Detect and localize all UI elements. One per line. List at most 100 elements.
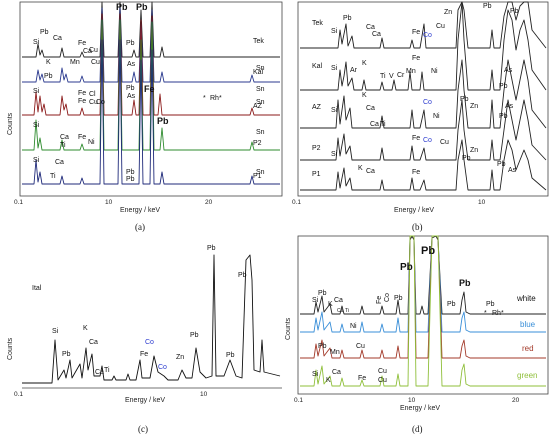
panel-a-peak-as: As <box>127 93 136 100</box>
panel-d-peak-rh: Rh* <box>492 310 504 317</box>
panel-d-series-red: red <box>522 344 534 353</box>
panel-a-xlabel: Energy / keV <box>120 207 160 214</box>
panel-d-peak-ti: Ti <box>345 308 349 314</box>
panel-c-peak-ca: Ca <box>95 369 104 376</box>
panel-a-peak-pb: Pb <box>44 73 53 80</box>
panel-d-peak-co: Co <box>384 293 391 302</box>
panel-b-peak-co: Co <box>423 99 432 106</box>
panel-d-peak-k: K <box>328 301 333 308</box>
panel-b-trace-az <box>300 59 547 129</box>
panel-d-peak-pb: Pb <box>459 278 471 288</box>
panel-d-peak-si: Si <box>312 371 319 378</box>
panel-b-peak-ca: Ca <box>370 121 379 128</box>
panel-a-peak-sn: Sn <box>256 86 265 93</box>
panel-a-series-p1: P1 <box>253 173 262 180</box>
panel-d-peak-fe-co: Fe <box>376 296 383 304</box>
panel-b-peak-as: As <box>505 103 514 110</box>
panel-d-peak-pb: Pb <box>421 245 435 257</box>
panel-d-peak-pb: Pb <box>486 301 495 308</box>
panel-b-peak-mn: Mn <box>406 68 416 75</box>
panel-a-peak-cu: Cu <box>89 47 98 54</box>
panel-b-series-p1: P1 <box>312 171 321 178</box>
panel-c-caption: (c) <box>138 424 148 434</box>
panel-b-peak-si: Si <box>331 107 338 114</box>
panel-b-peak-ca: Ca <box>366 105 375 112</box>
panel-d-peak-pb: Pb <box>400 262 413 273</box>
panel-a-peak-pb: Pb <box>126 85 135 92</box>
panel-b-peak-co: Co <box>423 137 432 144</box>
panel-b-peak-pb: Pb <box>460 96 469 103</box>
panel-d-trace-red <box>300 235 546 359</box>
panel-b-xlabel: Energy / keV <box>394 207 434 214</box>
panel-b-peak-cu: Cu <box>436 23 445 30</box>
panel-a-series-az: AZ <box>253 103 263 110</box>
panel-b-peak-k: K <box>358 165 363 172</box>
panel-d-tick-1: 10 <box>408 397 416 404</box>
panel-b-series-p2: P2 <box>312 145 321 152</box>
panel-b-trace-p2 <box>300 99 547 161</box>
panel-d-trace-blue <box>300 235 546 333</box>
panel-b-peak-ni: Ni <box>433 113 440 120</box>
panel-a-peak-sn: Sn <box>256 129 265 136</box>
panel-b-peak-pb: Pb <box>483 3 492 10</box>
panel-c-peak-ti: Ti <box>104 367 110 374</box>
panel-a-peak-pb: Pb <box>136 2 148 12</box>
panel-d-peak-pb: Pb <box>318 290 327 297</box>
panel-c-peak-si: Si <box>52 328 59 335</box>
panel-c-peak-pb: Pb <box>207 245 216 252</box>
panel-d-peak-mn: Mn <box>330 349 340 356</box>
panel-b-peak-pb: Pb <box>499 113 508 120</box>
panel-a-peak-pb: Pb <box>116 2 128 12</box>
panel-b-peak-zn: Zn <box>470 147 478 154</box>
panel-d-peak-pb: Pb <box>447 301 456 308</box>
panel-a-tick-2: 20 <box>205 199 213 206</box>
panel-b-peak-si: Si <box>331 28 338 35</box>
panel-d-frame <box>297 235 549 395</box>
panel-a-peak-ca: Ca <box>60 134 69 141</box>
panel-b-peak-as: As <box>504 67 513 74</box>
panel-a-peak-fe: Fe <box>144 84 155 94</box>
panel-a-peak-ca: Ca <box>55 159 64 166</box>
panel-c-trace-ital <box>22 254 281 384</box>
panel-a-trace-az <box>22 13 280 116</box>
panel-d-peak-si: Si <box>312 297 319 304</box>
panel-b-peak-fe: Fe <box>412 169 420 176</box>
panel-c-peak-ca: Ca <box>89 339 98 346</box>
panel-c-peak-k: K <box>83 325 88 332</box>
panel-b-trace-tek <box>300 1 547 49</box>
panel-c-ylabel: Counts <box>7 337 14 360</box>
panel-a-peak-sn: Sn <box>256 169 265 176</box>
panel-b-peak-pb: Pb <box>343 15 352 22</box>
panel-a-peak-fe: Fe <box>78 98 86 105</box>
panel-b-peak-ti: Ti <box>380 121 386 128</box>
panel-a-peak-as: As <box>127 61 136 68</box>
panel-a-trace-p2 <box>22 19 280 151</box>
panel-b-peak-ar: Ar <box>350 67 358 74</box>
panel-a-peak-si: Si <box>33 88 40 95</box>
panel-d-peak-cu: Cu <box>356 343 365 350</box>
panel-d-series-blue: blue <box>520 320 536 329</box>
panel-b-series-kal: Kal <box>312 63 323 70</box>
panel-b-trace-kal <box>300 1 547 91</box>
panel-a-peak-co: Co <box>96 99 105 106</box>
panel-b-peak-ca: Ca <box>372 31 381 38</box>
panel-c-peak-pb: Pb <box>226 352 235 359</box>
panel-b-peak-ca: Ca <box>366 24 375 31</box>
panel-b-peak-fe: Fe <box>412 29 420 36</box>
panel-a-series-kal: Kal <box>253 69 264 76</box>
panel-b-peak-pb: Pb <box>462 155 471 162</box>
panel-d-series-white: white <box>516 294 536 303</box>
panel-a-peak-pb: Pb <box>126 169 135 176</box>
panel-d-xlabel: Energy / keV <box>400 405 440 412</box>
panel-b-peak-k: K <box>362 60 367 67</box>
panel-a-peak-sn: Sn <box>256 99 265 106</box>
panel-d-tick-0: 0.1 <box>294 397 303 404</box>
panel-b-peak-cr: Cr <box>397 72 405 79</box>
panel-a-peak-pb: Pb <box>40 29 49 36</box>
panel-d-caption: (d) <box>412 424 423 434</box>
panel-d-tick-2: 20 <box>512 397 520 404</box>
panel-c-peak-pb: Pb <box>62 351 71 358</box>
panel-d-peak-cu: Cu <box>378 377 387 384</box>
panel-d-peak-ni: Ni <box>350 323 357 330</box>
panel-a-peak-fe: Fe <box>78 40 86 47</box>
